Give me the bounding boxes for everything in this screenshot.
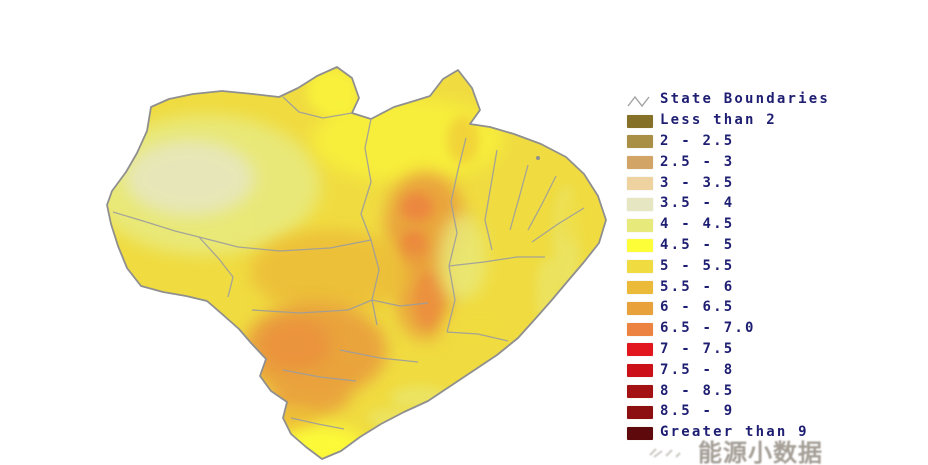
legend-item: 4.5 - 5 <box>627 236 917 257</box>
legend-label: 4 - 4.5 <box>660 216 735 233</box>
legend-swatch <box>627 364 653 378</box>
region-mg-east-yellow <box>445 302 515 358</box>
legend-label: 6 - 6.5 <box>660 299 735 316</box>
region-ne-coast-pale2 <box>536 257 560 327</box>
region-bahia-khaki <box>438 213 486 303</box>
legend-item: 2 - 2.5 <box>627 132 917 153</box>
legend-swatch <box>627 281 653 295</box>
legend-item: Less than 2 <box>627 111 917 132</box>
legend-swatch <box>627 343 653 357</box>
legend-items: Less than 2 2 - 2.5 2.5 - 3 3 - 3.5 3.5 - 4 4… <box>627 111 917 444</box>
legend-swatch <box>627 322 653 336</box>
legend-item: 5 - 5.5 <box>627 256 917 277</box>
legend-item: 3 - 3.5 <box>627 173 917 194</box>
legend-item: 8.5 - 9 <box>627 402 917 423</box>
legend-label: 2 - 2.5 <box>660 132 735 149</box>
legend-item: 3.5 - 4 <box>627 194 917 215</box>
country-outline <box>106 66 607 460</box>
region-parana-orange <box>270 373 350 417</box>
legend-label: 4.5 - 5 <box>660 236 735 253</box>
legend-swatch <box>627 260 653 274</box>
legend-swatch <box>627 405 653 419</box>
legend-label: 7.5 - 8 <box>660 361 735 378</box>
legend-label: Less than 2 <box>660 112 777 129</box>
legend-item: 4 - 4.5 <box>627 215 917 236</box>
legend-label: Greater than 9 <box>660 424 809 441</box>
legend-item: 7.5 - 8 <box>627 360 917 381</box>
legend-item: 6 - 6.5 <box>627 298 917 319</box>
offshore-island-dot <box>536 156 540 160</box>
region-roraima-bright <box>307 68 359 116</box>
legend-label: State Boundaries <box>660 91 831 108</box>
legend-swatch <box>627 385 653 399</box>
map-shading <box>107 67 606 459</box>
legend-label: 5 - 5.5 <box>660 257 735 274</box>
legend-swatch <box>627 177 653 191</box>
region-sw-orange-core <box>260 320 330 370</box>
region-ne-orange-core1 <box>401 193 433 221</box>
state-boundaries-icon <box>627 93 653 108</box>
region-band-south-core <box>414 272 442 328</box>
legend-item: 6.5 - 7.0 <box>627 319 917 340</box>
legend-swatch <box>627 218 653 232</box>
legend-swatch <box>627 239 653 253</box>
watermark-scribble <box>649 448 681 458</box>
legend-label: 8 - 8.5 <box>660 382 735 399</box>
state-boundaries-lines <box>112 96 585 430</box>
legend-label: 5.5 - 6 <box>660 278 735 295</box>
region-amazon-palest <box>125 140 255 216</box>
legend-item: 5.5 - 6 <box>627 277 917 298</box>
legend-label: 2.5 - 3 <box>660 153 735 170</box>
region-amapa-gold <box>447 116 479 164</box>
legend-swatch <box>627 426 653 440</box>
legend-swatch <box>627 135 653 149</box>
legend-swatch <box>627 301 653 315</box>
legend-swatch <box>627 114 653 128</box>
legend-label: 7 - 7.5 <box>660 340 735 357</box>
legend-item: Greater than 9 <box>627 423 917 444</box>
legend-item-state-boundaries: State Boundaries <box>627 90 917 111</box>
watermark-text: 能源小数据 <box>698 439 823 465</box>
region-ne-tip-yellow <box>560 185 606 245</box>
legend-item: 7 - 7.5 <box>627 340 917 361</box>
legend-label: 8.5 - 9 <box>660 403 735 420</box>
legend: State Boundaries Less than 2 2 - 2.5 2.5 -… <box>627 90 917 444</box>
legend-swatch <box>627 156 653 170</box>
watermark: 能源小数据 <box>646 441 823 465</box>
region-se-coast-pale1 <box>390 386 450 410</box>
legend-label: 6.5 - 7.0 <box>660 320 756 337</box>
legend-label: 3 - 3.5 <box>660 174 735 191</box>
legend-swatch <box>627 197 653 211</box>
region-mt-gold <box>250 230 410 314</box>
legend-item: 8 - 8.5 <box>627 381 917 402</box>
legend-item: 2.5 - 3 <box>627 152 917 173</box>
legend-label: 3.5 - 4 <box>660 195 735 212</box>
